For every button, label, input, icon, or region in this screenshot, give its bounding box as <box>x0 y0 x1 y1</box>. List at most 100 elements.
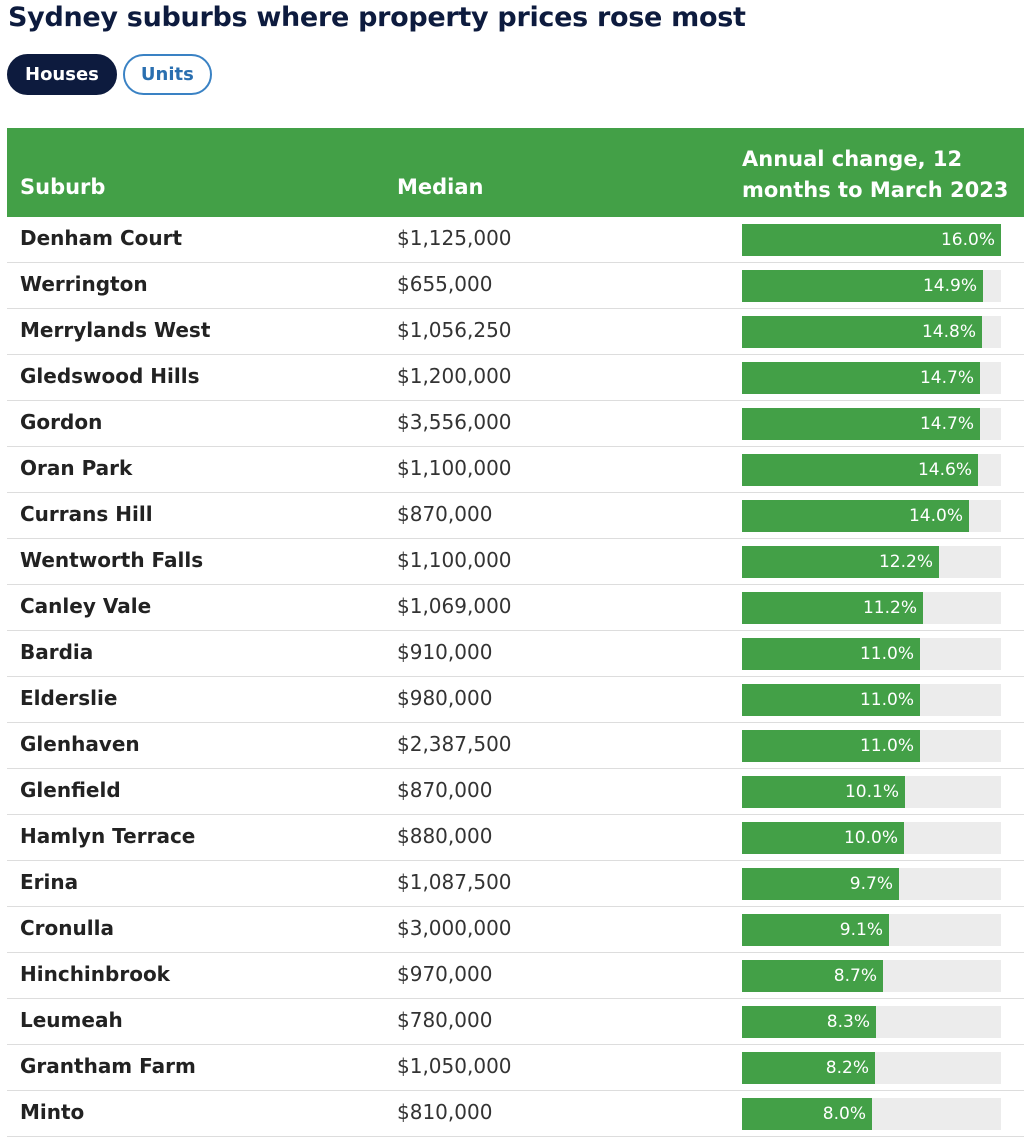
change-bar-track: 14.6% <box>742 454 1001 486</box>
table-row: Leumeah $780,000 8.3% <box>7 999 1024 1045</box>
change-label: 11.0% <box>859 644 914 664</box>
change-label: 12.2% <box>878 552 933 572</box>
median-price: $1,125,000 <box>397 226 512 250</box>
suburb-name: Canley Vale <box>20 594 152 618</box>
suburb-name: Minto <box>20 1100 85 1124</box>
median-price: $1,056,250 <box>397 318 512 342</box>
change-label: 8.0% <box>822 1104 866 1124</box>
change-bar: 11.2% <box>742 592 923 624</box>
change-bar-track: 14.8% <box>742 316 1001 348</box>
change-bar-track: 11.0% <box>742 638 1001 670</box>
median-price: $3,556,000 <box>397 410 512 434</box>
tab-houses[interactable]: Houses <box>7 54 117 95</box>
table-row: Canley Vale $1,069,000 11.2% <box>7 585 1024 631</box>
change-bar-track: 16.0% <box>742 224 1001 256</box>
change-bar: 12.2% <box>742 546 939 578</box>
change-bar-track: 12.2% <box>742 546 1001 578</box>
suburb-name: Merrylands West <box>20 318 211 342</box>
change-label: 14.6% <box>917 460 972 480</box>
table-row: Gordon $3,556,000 14.7% <box>7 401 1024 447</box>
change-bar: 14.9% <box>742 270 983 302</box>
table-row: Erina $1,087,500 9.7% <box>7 861 1024 907</box>
change-bar-track: 14.0% <box>742 500 1001 532</box>
change-bar: 9.7% <box>742 868 899 900</box>
change-bar-track: 14.7% <box>742 362 1001 394</box>
suburb-name: Leumeah <box>20 1008 123 1032</box>
suburb-name: Currans Hill <box>20 502 153 526</box>
median-price: $910,000 <box>397 640 493 664</box>
change-bar-track: 8.7% <box>742 960 1001 992</box>
median-price: $1,100,000 <box>397 456 512 480</box>
change-bar-track: 14.9% <box>742 270 1001 302</box>
change-bar-track: 11.2% <box>742 592 1001 624</box>
median-price: $880,000 <box>397 824 493 848</box>
median-price: $1,087,500 <box>397 870 512 894</box>
median-price: $2,387,500 <box>397 732 512 756</box>
suburb-name: Glenhaven <box>20 732 140 756</box>
change-label: 8.2% <box>825 1058 869 1078</box>
change-bar: 9.1% <box>742 914 889 946</box>
change-label: 14.0% <box>908 506 963 526</box>
column-header-annual-change[interactable]: Annual change, 12 months to March 2023 <box>742 147 1009 202</box>
change-label: 10.1% <box>844 782 899 802</box>
change-bar-track: 10.0% <box>742 822 1001 854</box>
table-row: Denham Court $1,125,000 16.0% <box>7 217 1024 263</box>
median-price: $970,000 <box>397 962 493 986</box>
table-row: Currans Hill $870,000 14.0% <box>7 493 1024 539</box>
change-bar: 8.7% <box>742 960 883 992</box>
table-body: Denham Court $1,125,000 16.0% Werrington $65… <box>7 217 1024 1137</box>
table-row: Glenfield $870,000 10.1% <box>7 769 1024 815</box>
table-row: Grantham Farm $1,050,000 8.2% <box>7 1045 1024 1091</box>
change-bar-track: 9.1% <box>742 914 1001 946</box>
change-bar-track: 8.3% <box>742 1006 1001 1038</box>
property-type-tabs: Houses Units <box>7 54 212 95</box>
suburb-name: Wentworth Falls <box>20 548 204 572</box>
median-price: $980,000 <box>397 686 493 710</box>
change-bar: 8.2% <box>742 1052 875 1084</box>
suburb-name: Hamlyn Terrace <box>20 824 196 848</box>
change-label: 9.7% <box>849 874 893 894</box>
column-header-suburb[interactable]: Suburb <box>20 175 106 199</box>
suburb-name: Cronulla <box>20 916 114 940</box>
suburb-name: Gledswood Hills <box>20 364 200 388</box>
change-label: 11.0% <box>859 736 914 756</box>
change-bar: 14.7% <box>742 408 980 440</box>
suburb-name: Gordon <box>20 410 103 434</box>
table-row: Hinchinbrook $970,000 8.7% <box>7 953 1024 999</box>
change-bar: 10.0% <box>742 822 904 854</box>
change-bar: 14.7% <box>742 362 980 394</box>
change-label: 8.7% <box>833 966 877 986</box>
table-row: Hamlyn Terrace $880,000 10.0% <box>7 815 1024 861</box>
tab-units[interactable]: Units <box>122 54 212 95</box>
column-header-median[interactable]: Median <box>397 175 484 199</box>
median-price: $655,000 <box>397 272 493 296</box>
change-bar: 16.0% <box>742 224 1001 256</box>
median-price: $3,000,000 <box>397 916 512 940</box>
change-bar: 14.0% <box>742 500 969 532</box>
suburb-name: Elderslie <box>20 686 118 710</box>
suburb-name: Hinchinbrook <box>20 962 170 986</box>
change-bar-track: 11.0% <box>742 684 1001 716</box>
change-bar: 8.0% <box>742 1098 872 1130</box>
table-header: Suburb Median Annual change, 12 months t… <box>7 128 1024 217</box>
median-price: $780,000 <box>397 1008 493 1032</box>
change-label: 11.2% <box>862 598 917 618</box>
table-row: Wentworth Falls $1,100,000 12.2% <box>7 539 1024 585</box>
suburb-name: Erina <box>20 870 79 894</box>
change-bar: 14.8% <box>742 316 982 348</box>
table-row: Werrington $655,000 14.9% <box>7 263 1024 309</box>
median-price: $870,000 <box>397 502 493 526</box>
change-label: 16.0% <box>940 230 995 250</box>
change-bar-track: 10.1% <box>742 776 1001 808</box>
table-row: Gledswood Hills $1,200,000 14.7% <box>7 355 1024 401</box>
median-price: $1,050,000 <box>397 1054 512 1078</box>
change-bar: 14.6% <box>742 454 978 486</box>
table-row: Elderslie $980,000 11.0% <box>7 677 1024 723</box>
change-bar: 11.0% <box>742 730 920 762</box>
median-price: $1,069,000 <box>397 594 512 618</box>
change-label: 11.0% <box>859 690 914 710</box>
table-row: Bardia $910,000 11.0% <box>7 631 1024 677</box>
change-bar-track: 14.7% <box>742 408 1001 440</box>
table-row: Cronulla $3,000,000 9.1% <box>7 907 1024 953</box>
change-label: 14.7% <box>919 368 974 388</box>
